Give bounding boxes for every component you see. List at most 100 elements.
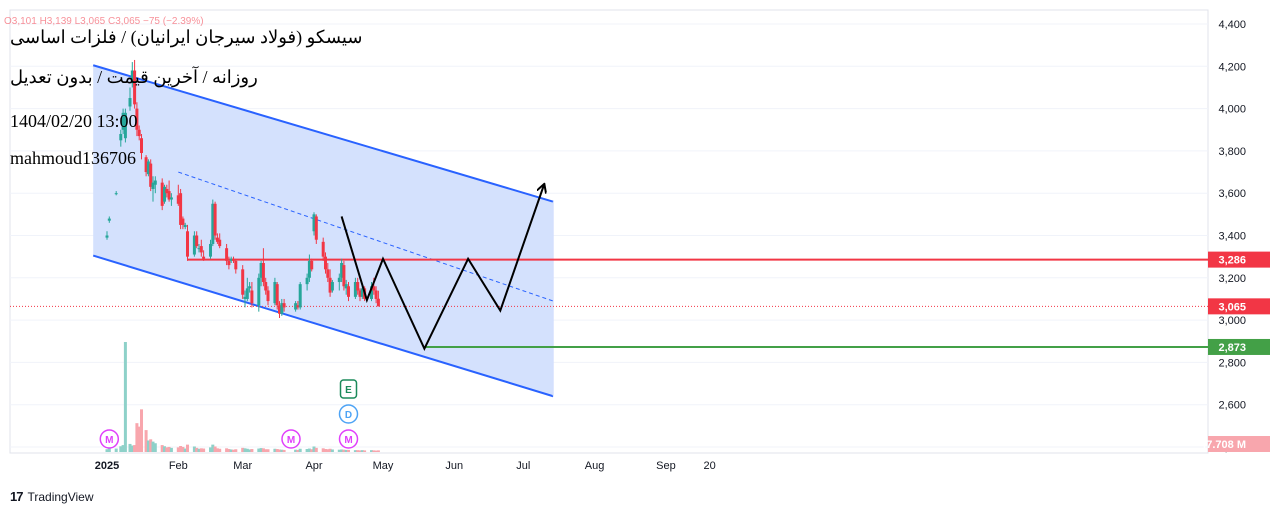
candle-body (241, 269, 245, 295)
volume-bar (227, 449, 231, 452)
candle-body (167, 191, 171, 200)
channel-midline (178, 171, 554, 302)
volume-bar (183, 448, 187, 452)
candle-body (163, 186, 166, 202)
candle-body (328, 277, 332, 293)
volume-bar (273, 448, 277, 452)
meeting-marker (338, 429, 359, 449)
candle-body (259, 262, 263, 278)
event-marker-label: D (345, 410, 352, 421)
x-tick-label: Jun (445, 460, 463, 472)
y-tick-label: 3,200 (1218, 273, 1246, 285)
candle-body (347, 286, 350, 297)
volume-bar (218, 448, 222, 452)
volume-bar (128, 443, 132, 452)
volume-bar (169, 447, 173, 452)
candle-body (374, 290, 378, 299)
projection-polyline (340, 185, 544, 351)
candle-body (209, 243, 212, 257)
volume-bar (213, 446, 217, 452)
candle-body (218, 239, 222, 247)
y-tick-label: 3,600 (1218, 188, 1246, 200)
volume-bar (353, 450, 357, 452)
volume-bar (312, 446, 316, 452)
volume-bar (199, 448, 203, 452)
volume-bar (123, 342, 127, 452)
volume-bar (296, 449, 300, 452)
symbol-title: سیسکو (فولاد سیرجان ایرانیان) / فلزات اس… (10, 27, 363, 47)
earnings-marker (339, 379, 358, 399)
volume-bar (337, 449, 341, 452)
volume-bar (234, 449, 238, 452)
volume-bar (149, 439, 153, 452)
price-channel[interactable] (92, 64, 554, 398)
volume-bar (114, 448, 118, 452)
y-tick-label: 4,200 (1218, 61, 1246, 73)
candle-body (151, 182, 155, 189)
volume-bar (241, 447, 245, 452)
volume-bar (282, 449, 286, 452)
volume-bar (305, 449, 309, 452)
candle-body (321, 241, 325, 257)
volume-bar (121, 445, 125, 452)
candle-body (330, 282, 334, 291)
volume-bar (342, 449, 346, 452)
candle-body (160, 182, 164, 206)
volume-bar (328, 448, 332, 452)
candle-body (344, 284, 348, 289)
candle-body (266, 290, 270, 302)
meeting-marker (99, 429, 120, 449)
volume-bar (310, 449, 314, 452)
candle-body (261, 262, 265, 283)
volume-bar (105, 449, 109, 452)
candle-body (243, 296, 247, 299)
dividend-marker (338, 404, 359, 424)
candle-body (144, 157, 148, 173)
candle-body (225, 248, 229, 261)
current-price-tag (1208, 298, 1270, 315)
candle-body (296, 305, 300, 308)
y-tick-label: 4,000 (1218, 104, 1246, 116)
candle-body (107, 218, 111, 221)
event-marker-label: M (344, 435, 352, 446)
projection-path[interactable] (340, 185, 544, 351)
candle-body (186, 231, 189, 257)
channel-upper-line (92, 64, 554, 203)
candle-body (197, 248, 201, 250)
volume-bar (195, 447, 199, 452)
candle-body (232, 258, 235, 261)
horizontal-levels[interactable] (10, 258, 1208, 348)
candle-body (305, 277, 309, 285)
volume-bar (250, 449, 254, 452)
candle-body (310, 260, 314, 270)
candle-body (119, 133, 123, 141)
candle-body (248, 286, 252, 289)
y-tick-label: 3,000 (1218, 315, 1246, 327)
candle-body (245, 288, 249, 299)
volume-bar (326, 449, 330, 452)
candle-body (213, 203, 217, 236)
x-tick-label: 20 (703, 460, 715, 472)
candle-body (307, 260, 311, 278)
volume-bar (278, 449, 281, 452)
volume-bar (358, 450, 362, 452)
candle-body (181, 218, 185, 225)
candle-body (114, 193, 118, 195)
volume-price-text: 47.708 M (1200, 439, 1246, 451)
volume-bar (137, 426, 141, 452)
tradingview-logo[interactable]: 17 TradingView (10, 489, 94, 504)
tradingview-logo-icon: 17 (10, 489, 24, 504)
volume-bar (248, 449, 252, 452)
candle-body (360, 288, 364, 297)
volume-bar (146, 440, 150, 452)
volume-bar (179, 446, 183, 452)
event-marker-label: E (345, 385, 352, 396)
candle-body (275, 284, 279, 306)
event-markers[interactable]: M M M E D (99, 379, 359, 449)
candle-body (234, 260, 238, 270)
ohlc-legend: O3,101 H3,139 L3,065 C3,065 −75 (−2.39%) (4, 16, 204, 27)
candle-body (273, 282, 277, 304)
candle-body (264, 282, 268, 291)
volume-bar (259, 448, 263, 452)
